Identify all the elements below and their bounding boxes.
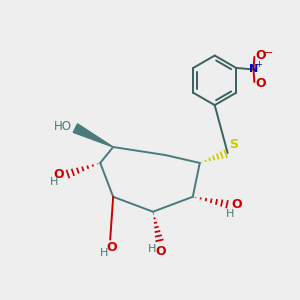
Text: −: − <box>264 48 273 58</box>
Text: S: S <box>229 139 238 152</box>
Text: H: H <box>99 248 108 258</box>
Text: O: O <box>256 49 266 62</box>
Text: +: + <box>255 59 262 68</box>
Text: O: O <box>155 245 166 258</box>
Text: H: H <box>50 177 58 187</box>
Text: H: H <box>148 244 157 254</box>
Polygon shape <box>73 124 113 147</box>
Text: O: O <box>256 77 266 90</box>
Text: O: O <box>106 241 117 254</box>
Text: O: O <box>53 168 64 181</box>
Text: O: O <box>231 198 242 211</box>
Text: HO: HO <box>54 120 72 133</box>
Text: H: H <box>225 209 234 219</box>
Text: N: N <box>249 64 258 74</box>
